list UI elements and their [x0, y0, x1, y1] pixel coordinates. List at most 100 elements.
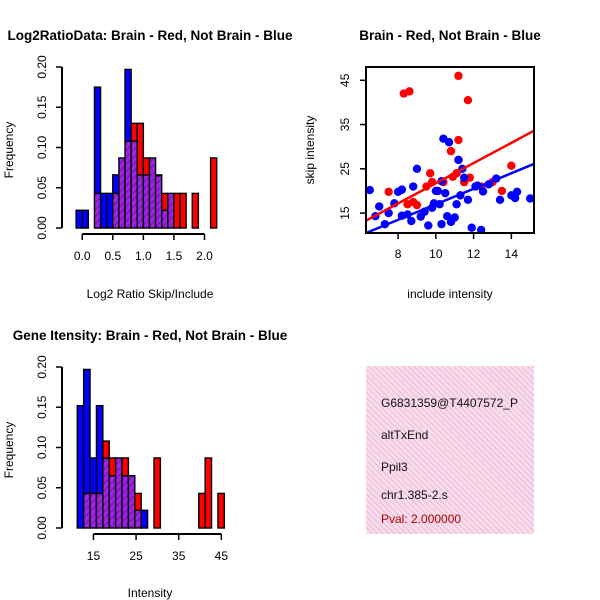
y-axis-label: Frequency — [2, 422, 16, 479]
overlap-bar — [160, 209, 169, 229]
x-tick-label: 2.0 — [196, 249, 213, 263]
brain-point — [405, 87, 414, 96]
brain-bar — [217, 492, 226, 529]
y-tick-label: 0.10 — [35, 135, 49, 159]
not-brain-bar — [154, 174, 163, 177]
brain-point — [497, 186, 507, 196]
not-brain-point — [476, 225, 486, 233]
not-brain-point — [495, 195, 505, 204]
not-brain-point — [478, 187, 488, 196]
overlap-bar — [134, 509, 142, 529]
x-tick-label: 8 — [395, 247, 402, 261]
y-tick-label: 0.20 — [35, 55, 49, 79]
not-brain-point — [408, 182, 418, 191]
y-tick-label: 0.15 — [35, 395, 49, 419]
not-brain-point — [512, 187, 522, 197]
overlap-bar — [154, 174, 163, 229]
not-brain-bar — [89, 457, 98, 495]
brain-point — [507, 161, 516, 170]
brain-point — [454, 71, 463, 81]
x-tick-label: 12 — [467, 247, 481, 261]
scatter-skip-vs-include: Brain - Red, Not Brain - Blue include in… — [303, 28, 541, 301]
brain-point — [454, 135, 463, 145]
not-brain-point — [467, 223, 476, 232]
brain-bar — [134, 492, 142, 511]
brain-bar — [153, 457, 162, 529]
p-value: Pval: 2.000000 — [381, 512, 462, 526]
y-tick-label: 0.05 — [35, 476, 49, 500]
x-tick-label: 10 — [429, 247, 443, 261]
not-brain-bar — [76, 404, 85, 529]
y-tick-label: 0.05 — [35, 176, 49, 200]
probe-id: G6831359@T4407572_P — [381, 396, 518, 410]
overlap-bar — [89, 492, 98, 529]
not-brain-point — [407, 216, 416, 226]
brain-bar — [142, 157, 151, 176]
not-brain-bar — [75, 209, 83, 229]
overlap-bar — [136, 174, 145, 229]
y-axis-label: skip intensity — [303, 116, 317, 185]
not-brain-bar — [93, 86, 102, 195]
not-brain-bar — [81, 209, 90, 229]
brain-bar — [173, 192, 181, 229]
overlap-bar — [112, 192, 120, 229]
y-tick-label: 0.15 — [35, 95, 49, 119]
x-axis-label: include intensity — [407, 287, 492, 301]
not-brain-point — [433, 186, 442, 196]
brain-bar — [198, 492, 206, 529]
x-tick-label: 0.0 — [74, 249, 91, 263]
not-brain-point — [375, 202, 384, 211]
x-tick-label: 35 — [172, 549, 186, 563]
not-brain-bar — [82, 368, 91, 495]
brain-point — [412, 200, 422, 210]
not-brain-point — [441, 188, 450, 198]
x-tick-label: 0.5 — [104, 249, 121, 263]
x-tick-label: 25 — [129, 549, 143, 563]
overlap-bar — [93, 192, 102, 229]
overlap-bar — [82, 492, 91, 529]
x-tick-label: 14 — [505, 247, 519, 261]
not-brain-bar — [140, 509, 149, 529]
brain-bar — [160, 192, 169, 211]
brain-bar — [209, 157, 218, 229]
overlap-bar — [121, 474, 130, 529]
overlap-bar — [167, 192, 175, 229]
chart-title: Brain - Red, Not Brain - Blue — [359, 28, 541, 43]
not-brain-point — [412, 164, 422, 174]
event-type: altTxEnd — [381, 428, 429, 442]
brain-bar — [179, 192, 187, 229]
brain-point — [425, 169, 435, 178]
x-axis-label: Log2 Ratio Skip/Include — [87, 287, 214, 301]
y-axis-label: Frequency — [2, 122, 16, 179]
not-brain-bar — [105, 192, 114, 229]
x-axis-label: Intensity — [128, 586, 173, 600]
y-tick-label: 0.00 — [35, 516, 49, 540]
not-brain-bar — [99, 192, 108, 229]
brain-point — [463, 96, 473, 105]
brain-bar — [191, 192, 200, 229]
not-brain-point — [444, 138, 454, 147]
not-brain-point — [366, 185, 374, 195]
y-tick-label: 35 — [338, 118, 352, 132]
overlap-bar — [114, 457, 123, 529]
overlap-bar — [108, 474, 117, 529]
x-tick-label: 45 — [215, 549, 229, 563]
brain-bar — [121, 457, 130, 477]
histogram-log2ratio: Log2RatioData: Brain - Red, Not Brain - … — [2, 28, 293, 301]
overlap-bar — [95, 492, 104, 529]
overlap-bar — [142, 174, 151, 229]
chart-title: Gene Itensity: Brain - Red, Not Brain - … — [13, 328, 288, 343]
not-brain-point — [397, 185, 407, 194]
not-brain-bar — [124, 68, 132, 142]
overlap-bar — [148, 157, 157, 229]
not-brain-point — [463, 195, 473, 204]
brain-bar — [136, 122, 145, 176]
y-tick-label: 15 — [338, 206, 352, 220]
gene-symbol: Ppil3 — [381, 460, 408, 474]
not-brain-point — [450, 213, 459, 222]
not-brain-bar — [95, 404, 104, 495]
overlap-bar — [124, 140, 132, 229]
chart-title: Log2RatioData: Brain - Red, Not Brain - … — [7, 28, 293, 43]
brain-bar — [204, 457, 213, 529]
not-brain-fit-line — [366, 162, 534, 233]
